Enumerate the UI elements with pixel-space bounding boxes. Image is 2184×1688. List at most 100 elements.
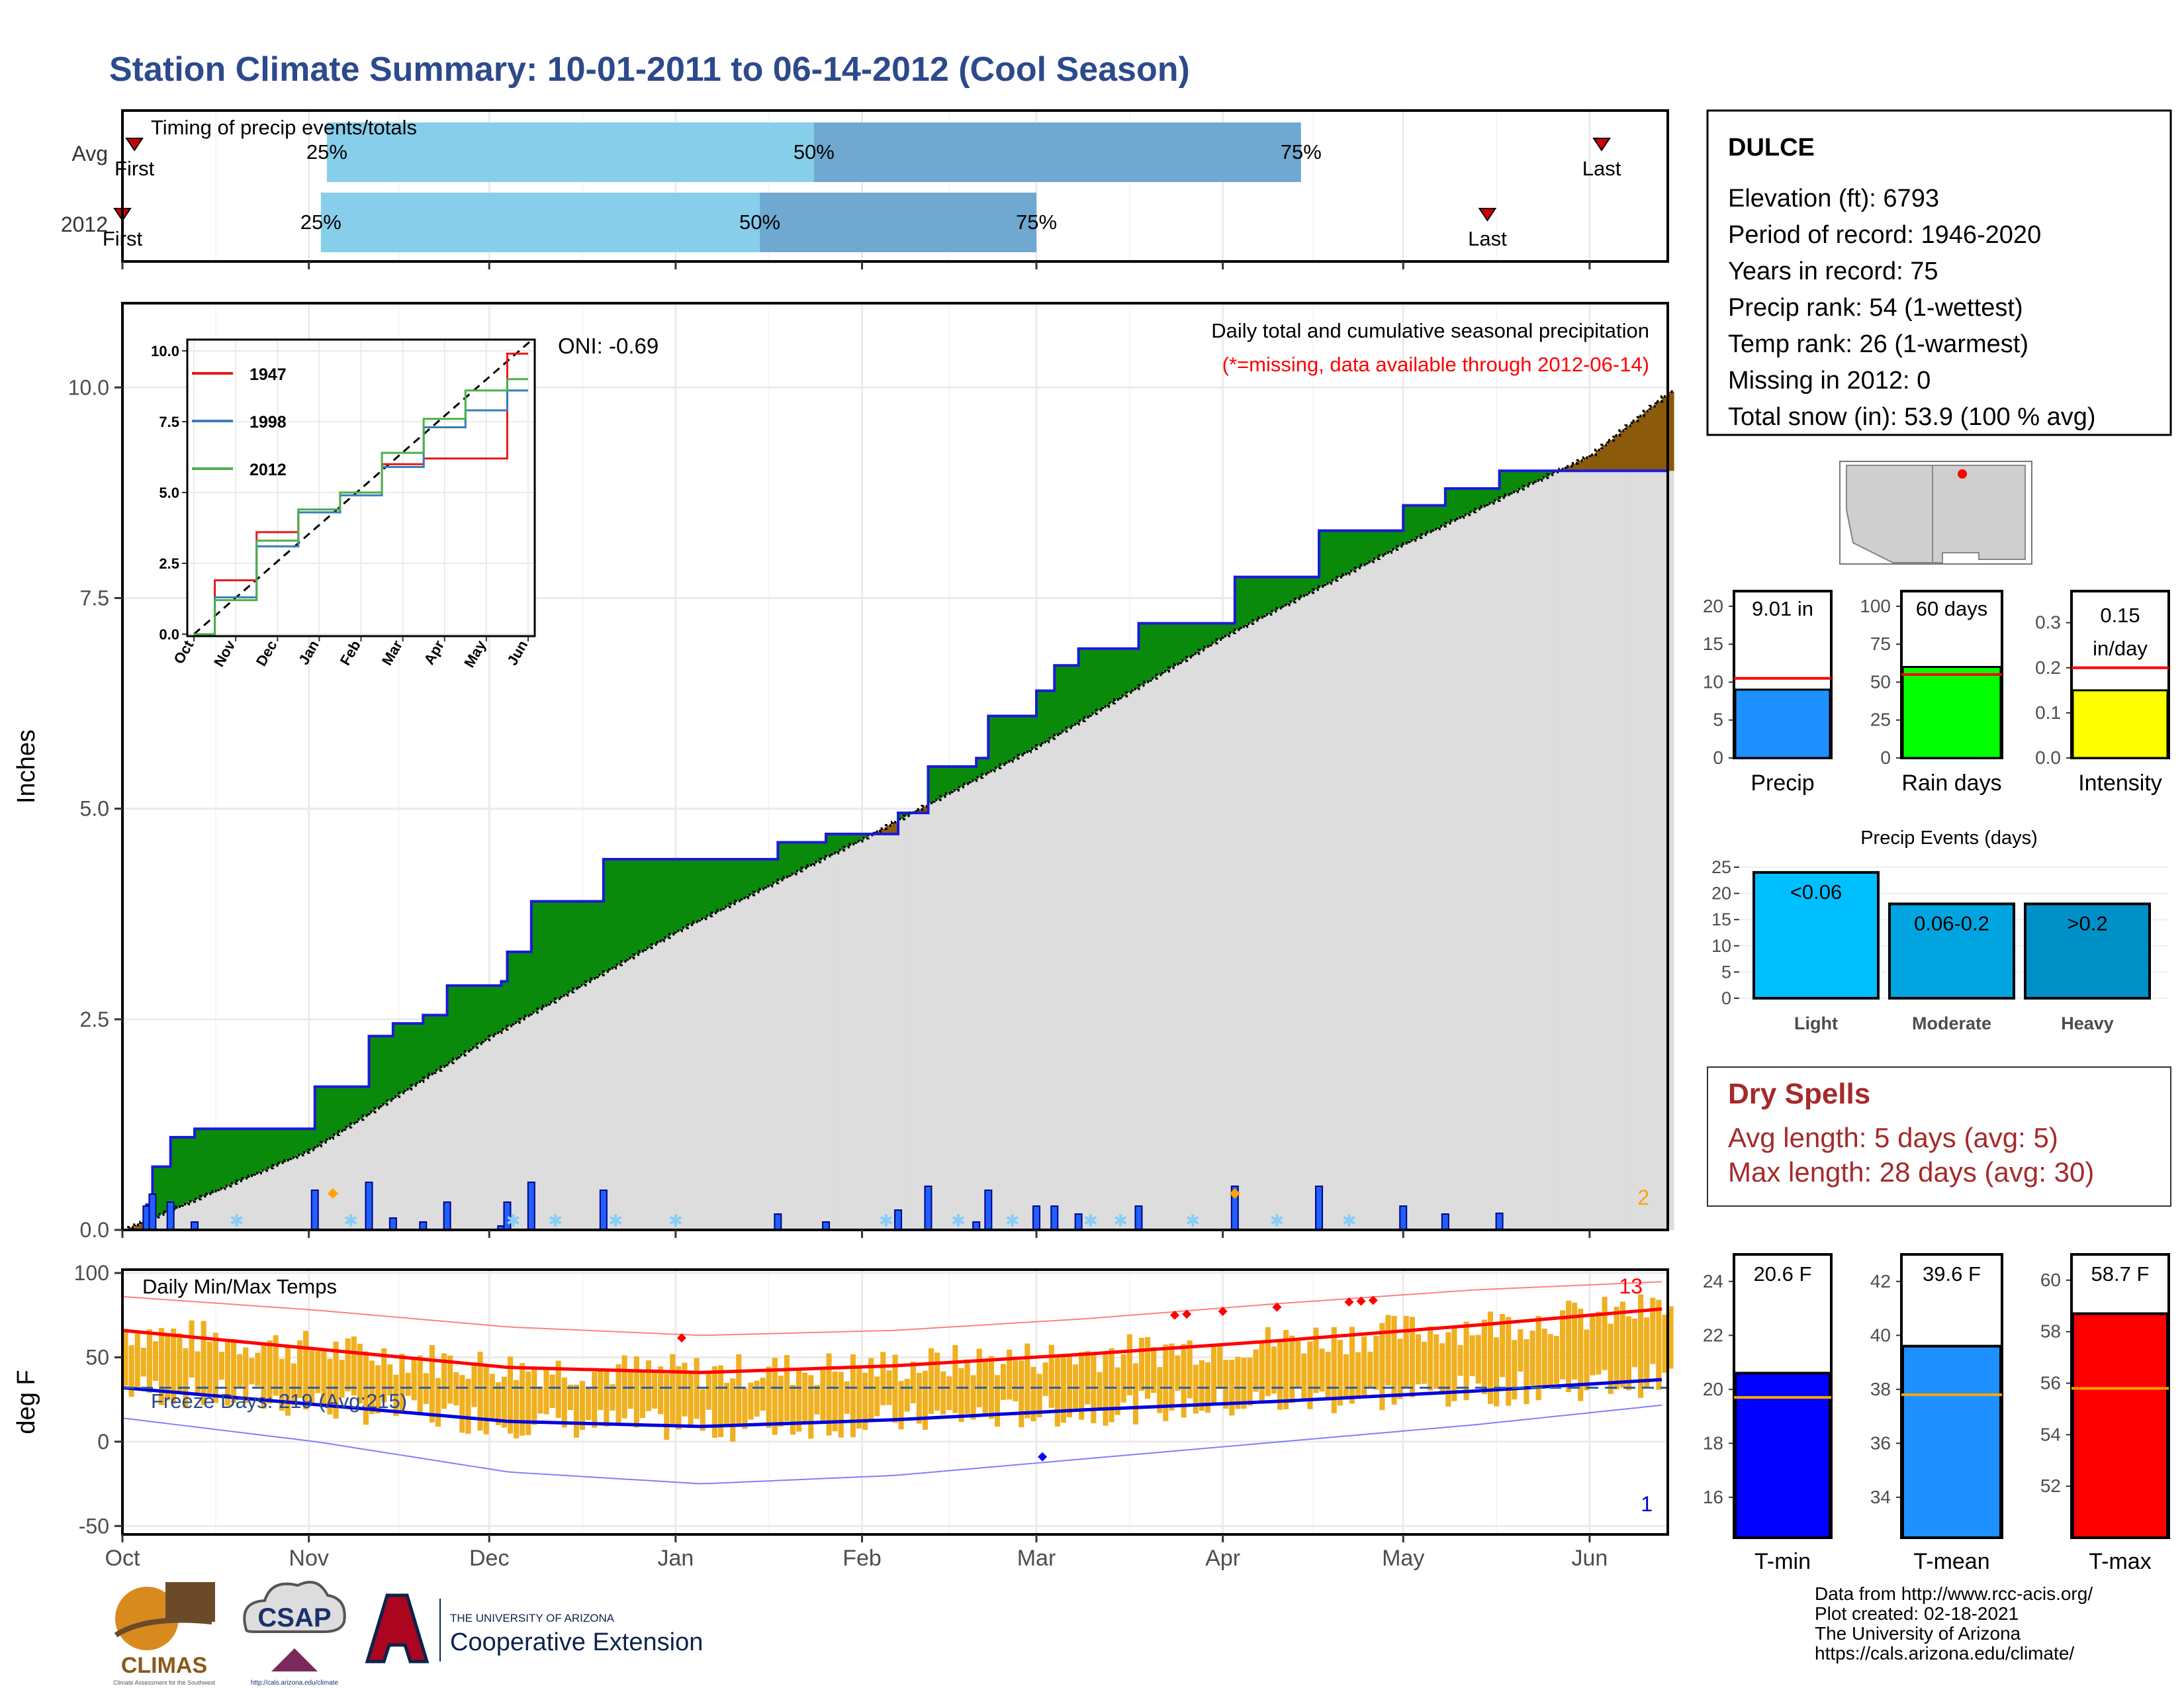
normal-area-day — [1439, 526, 1446, 1230]
daily-temp-bar — [664, 1374, 670, 1440]
daily-temp-bar — [189, 1320, 195, 1378]
month-tick-label: Dec — [469, 1546, 509, 1571]
above-normal-day — [1517, 471, 1524, 489]
timing-label: Timing of precip events/totals — [151, 116, 417, 139]
above-normal-day — [663, 859, 670, 938]
normal-area-day — [260, 1170, 267, 1230]
normal-area-day — [711, 913, 718, 1230]
normal-area-day — [369, 1111, 376, 1230]
above-normal-day — [206, 1129, 213, 1194]
daily-temp-bar — [255, 1352, 261, 1387]
below-normal-day — [1649, 406, 1657, 471]
above-normal-day — [1481, 489, 1488, 506]
normal-area-day — [1475, 508, 1482, 1230]
normal-area-day — [248, 1176, 255, 1230]
normal-area-day — [1109, 703, 1115, 1230]
daily-temp-bar — [122, 1331, 128, 1386]
normal-area-day — [1415, 538, 1422, 1230]
above-normal-day — [1174, 623, 1181, 665]
above-normal-day — [1457, 489, 1464, 518]
dry-spells-avg: Avg length: 5 days (avg: 5) — [1728, 1122, 2058, 1153]
dry-spells-title: Dry Spells — [1728, 1078, 1870, 1110]
above-normal-day — [946, 767, 953, 794]
event-category-label: Light — [1794, 1013, 1838, 1033]
ua-block-a — [365, 1593, 430, 1664]
daily-temp-bar — [206, 1341, 212, 1393]
climas-shape — [165, 1582, 215, 1622]
above-normal-day — [1102, 648, 1109, 707]
above-normal-day — [807, 842, 815, 865]
normal-area-day — [1517, 489, 1524, 1231]
above-normal-day — [248, 1129, 255, 1176]
normal-area-day — [1337, 577, 1343, 1230]
normal-area-day — [1565, 471, 1572, 1230]
daily-temp-bar — [1638, 1294, 1644, 1398]
daily-temp-bar — [218, 1352, 224, 1380]
below-normal-day — [1583, 457, 1590, 471]
normal-area-day — [513, 1022, 520, 1230]
daily-temp-bar — [273, 1335, 279, 1396]
above-normal-day — [591, 901, 598, 979]
normal-area-day — [1205, 646, 1211, 1230]
above-normal-day — [1150, 623, 1158, 679]
normal-area-day — [392, 1096, 400, 1230]
daily-temp-bar — [910, 1361, 916, 1403]
month-tick-label: Jan — [657, 1546, 694, 1571]
daily-temp-bar — [1403, 1315, 1409, 1389]
daily-precip-bar — [166, 1201, 175, 1231]
above-normal-day — [375, 1036, 382, 1109]
above-normal-day — [531, 901, 538, 1013]
normal-area-day — [747, 894, 754, 1230]
normal-area-day — [302, 1152, 310, 1230]
month-tick-label: Oct — [105, 1546, 140, 1571]
normal-area-day — [483, 1040, 490, 1230]
event-category-label: Heavy — [2061, 1013, 2114, 1033]
daily-temp-bar — [477, 1351, 483, 1431]
daily-temp-bar — [1060, 1357, 1066, 1423]
above-normal-day — [1289, 577, 1296, 602]
normal-area-day — [1138, 685, 1146, 1230]
normal-area-day — [940, 796, 947, 1230]
normal-area-day — [591, 978, 598, 1230]
below-normal-day — [1625, 426, 1632, 471]
above-normal-day — [519, 952, 526, 1019]
normal-area-day — [1181, 661, 1187, 1230]
above-normal-day — [729, 859, 737, 904]
above-normal-day — [351, 1086, 357, 1123]
normal-area-day — [1210, 643, 1218, 1230]
daily-temp-bar — [826, 1353, 832, 1436]
daily-temp-bar — [224, 1342, 231, 1406]
daily-temp-bar — [736, 1354, 742, 1425]
normal-area-day — [1283, 605, 1290, 1230]
above-normal-day — [844, 833, 850, 847]
daily-temp-bar — [994, 1375, 1000, 1427]
above-normal-day — [1265, 577, 1271, 615]
daily-temp-bar — [237, 1354, 243, 1389]
daily-temp-bar — [940, 1371, 946, 1415]
csap-wordmark: CSAP — [257, 1603, 331, 1632]
normal-area-day — [934, 800, 941, 1230]
normal-area-day — [405, 1089, 412, 1230]
normal-area-day — [1168, 667, 1175, 1230]
daily-temp-bar — [1042, 1362, 1048, 1396]
above-normal-day — [1343, 530, 1349, 575]
normal-area-day — [1120, 696, 1127, 1230]
above-normal-day — [1193, 623, 1199, 654]
normal-area-day — [477, 1043, 484, 1230]
daily-temp-bar — [1469, 1335, 1475, 1376]
daily-temp-bar — [1668, 1306, 1674, 1369]
above-normal-day — [392, 1023, 400, 1097]
daily-temp-bar — [1331, 1327, 1337, 1413]
above-normal-day — [296, 1129, 304, 1155]
normal-area-day — [880, 833, 887, 1230]
precip-y-tick-label: 0.0 — [80, 1218, 109, 1242]
above-normal-day — [1409, 505, 1416, 541]
record-high-marker — [1272, 1302, 1282, 1312]
normal-area-day — [922, 813, 929, 1230]
normal-area-day — [904, 816, 911, 1230]
normal-area-day — [1505, 494, 1512, 1230]
footer-line-1: Data from http://www.rcc-acis.org/ — [1815, 1583, 2093, 1604]
daily-temp-bar — [610, 1384, 615, 1411]
